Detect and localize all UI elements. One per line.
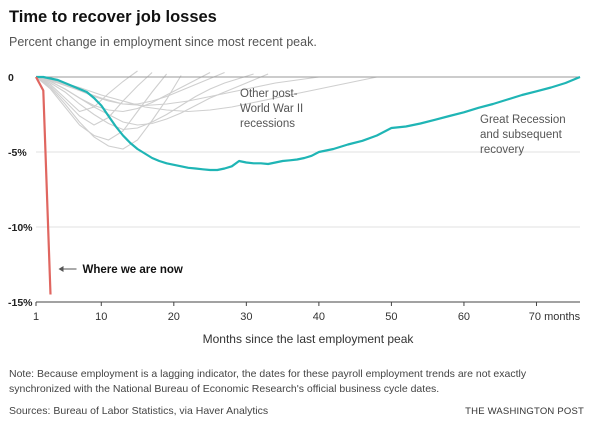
series-other-recession-0 bbox=[35, 72, 153, 126]
annotation-great-recession-line-2: recovery bbox=[480, 144, 524, 156]
y-tick-label-2: -10% bbox=[8, 222, 33, 234]
annotation-other-recessions-line-2: recessions bbox=[240, 118, 295, 130]
chart-title: Time to recover job losses bbox=[9, 8, 217, 26]
series-other-recession-2 bbox=[35, 73, 168, 141]
annotation-great-recession-line-0: Great Recession bbox=[480, 114, 566, 126]
chart-note: Note: Because employment is a lagging in… bbox=[9, 368, 527, 395]
y-tick-label-1: -5% bbox=[8, 147, 27, 159]
series-other-recession-3 bbox=[35, 75, 182, 150]
x-axis-label: Months since the last employment peak bbox=[203, 332, 415, 346]
x-tick-label-7: 70 months bbox=[529, 311, 581, 323]
x-tick-label-5: 50 bbox=[385, 311, 397, 323]
chart: 0 -5% -10% -15%1 10 20 30 40 50 60 70 months Months… bbox=[8, 70, 581, 346]
annotation-pointer-arrow bbox=[58, 266, 64, 272]
series-other-recession-8 bbox=[35, 73, 269, 126]
annotation-current: Where we are now bbox=[83, 264, 183, 276]
x-tick-label-2: 20 bbox=[168, 311, 180, 323]
series-current bbox=[35, 76, 52, 295]
chart-subtitle: Percent change in employment since most … bbox=[9, 35, 317, 49]
y-tick-label-0: 0 bbox=[8, 72, 14, 84]
annotation-other-recessions-line-0: Other post- bbox=[240, 88, 298, 100]
series-other-recession-6 bbox=[35, 76, 378, 113]
series-other-recession-9 bbox=[35, 73, 254, 131]
series-other-recession-7 bbox=[35, 76, 319, 107]
annotation-other-recessions-line-1: World War II bbox=[240, 103, 303, 115]
series-great-recession bbox=[36, 75, 581, 172]
x-tick-label-1: 10 bbox=[95, 311, 107, 323]
publisher-credit: THE WASHINGTON POST bbox=[465, 406, 584, 417]
x-tick-label-6: 60 bbox=[458, 311, 470, 323]
x-tick-label-3: 30 bbox=[240, 311, 252, 323]
x-tick-label-0: 1 bbox=[33, 311, 39, 323]
y-tick-label-3: -15% bbox=[8, 297, 33, 309]
annotation-great-recession-line-1: and subsequent bbox=[480, 129, 563, 141]
series-other-recession-4 bbox=[35, 72, 211, 113]
x-tick-label-4: 40 bbox=[313, 311, 325, 323]
chart-sources: Sources: Bureau of Labor Statistics, via… bbox=[9, 405, 269, 417]
